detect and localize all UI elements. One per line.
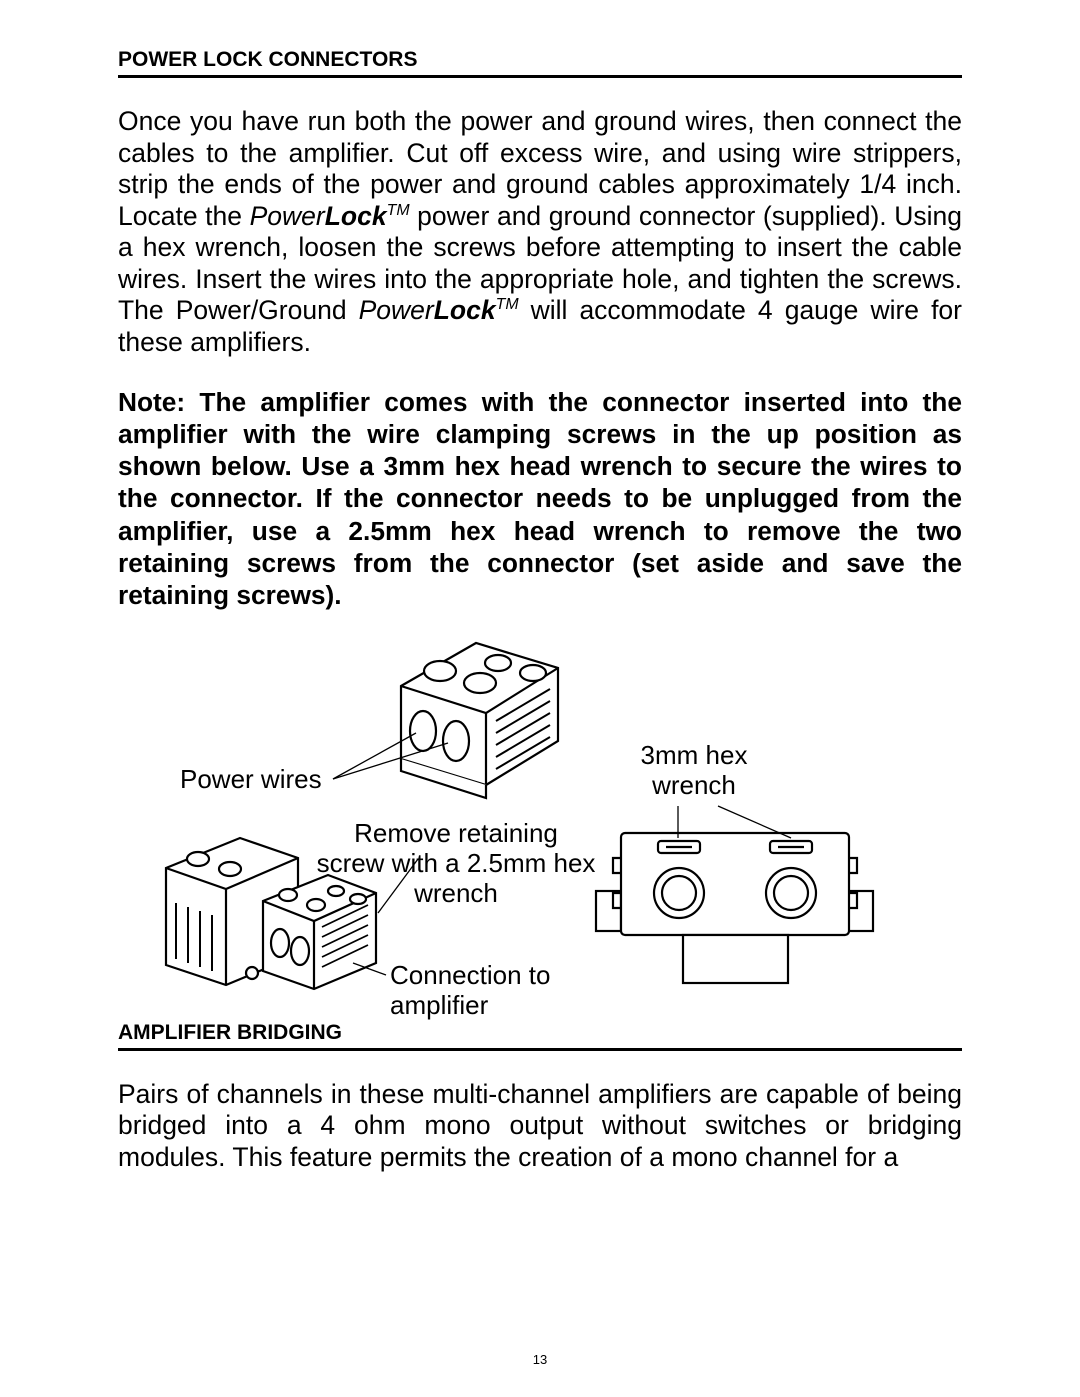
tm: TM [496, 296, 519, 313]
text-line: wrench [414, 878, 498, 908]
connector-diagram: Power wires 3mm hex wrench Remove retain… [118, 623, 962, 1015]
text-line: 3mm hex [641, 740, 748, 770]
pl-lock: Lock [434, 295, 496, 325]
section-header-bridging: AMPLIFIER BRIDGING [118, 1021, 962, 1051]
powerlock-brand-1: PowerLockTM [250, 201, 410, 231]
page-number: 13 [0, 1352, 1080, 1367]
text-line: wrench [652, 770, 736, 800]
tm: TM [387, 202, 410, 219]
text-line: screw with a 2.5mm hex [317, 848, 596, 878]
pl-lock: Lock [325, 201, 387, 231]
pl-power: Power [250, 201, 325, 231]
text-line: Remove retaining [354, 818, 558, 848]
callout-connection: Connection to amplifier [390, 961, 550, 1021]
note-paragraph: Note: The amplifier comes with the conne… [118, 386, 962, 611]
powerlock-brand-2: PowerLockTM [359, 295, 519, 325]
paragraph-powerlock: Once you have run both the power and gro… [118, 106, 962, 358]
pl-power: Power [359, 295, 434, 325]
section-header-powerlock: POWER LOCK CONNECTORS [118, 48, 962, 78]
callout-remove-retaining: Remove retaining screw with a 2.5mm hex … [300, 819, 612, 909]
right-connector-icon [596, 833, 873, 983]
callout-power-wires: Power wires [180, 765, 322, 795]
text-line: Connection to [390, 960, 550, 990]
top-connector-icon [401, 643, 558, 798]
callout-3mm-hex: 3mm hex wrench [624, 741, 764, 801]
paragraph-bridging: Pairs of channels in these multi-channel… [118, 1079, 962, 1174]
text-line: amplifier [390, 990, 488, 1020]
